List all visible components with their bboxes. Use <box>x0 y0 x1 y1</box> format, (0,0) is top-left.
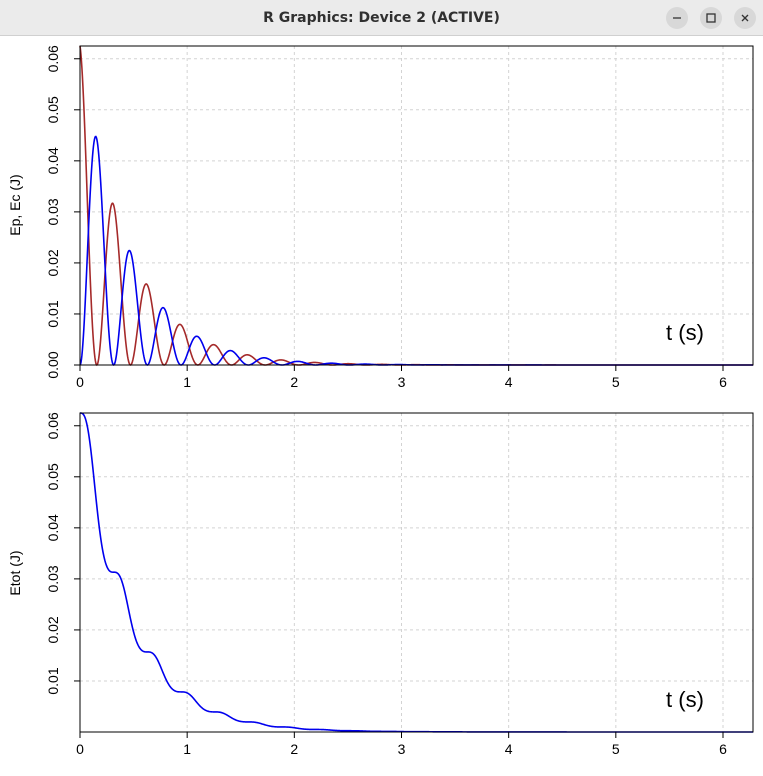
y-tick-label-p2: 0.04 <box>45 514 61 541</box>
y-tick-label-p1: 0.01 <box>45 300 61 327</box>
ylabel-energy: Ep, Ec (J) <box>7 174 23 235</box>
x-tick-label-p1: 5 <box>612 374 620 390</box>
annotation-time-1: t (s) <box>666 320 704 345</box>
x-tick-label-p1: 4 <box>505 374 513 390</box>
x-tick-label-p2: 3 <box>398 741 406 757</box>
y-tick-label-p1: 0.06 <box>45 45 61 72</box>
y-tick-label-p2: 0.03 <box>45 565 61 592</box>
y-tick-label-p1: 0.04 <box>45 147 61 174</box>
series-line-etot <box>80 412 753 733</box>
x-tick-label-p2: 6 <box>719 741 727 757</box>
series-line-0 <box>79 45 753 367</box>
x-tick-label-p2: 0 <box>76 741 84 757</box>
x-tick-label-p2: 5 <box>612 741 620 757</box>
x-tick-label-p1: 3 <box>398 374 406 390</box>
close-icon <box>741 14 749 22</box>
ylabel-etot: Etot (J) <box>7 550 23 595</box>
series-line-1 <box>79 135 753 366</box>
plot-area: Ep, Ec (J) t (s) Etot (J) t (s) 0 1 2 3 4 5 6 0… <box>0 37 763 771</box>
x-tick-label-p1: 2 <box>290 374 298 390</box>
plots-canvas: Ep, Ec (J) t (s) Etot (J) t (s) 0 1 2 3 4 5 6 0… <box>7 45 754 757</box>
y-tick-label-p2: 0.05 <box>45 463 61 490</box>
window-titlebar: R Graphics: Device 2 (ACTIVE) <box>0 0 763 36</box>
y-tick-label-p2: 0.01 <box>45 667 61 694</box>
close-button[interactable] <box>734 7 756 29</box>
y-tick-label-p1: 0.00 <box>45 351 61 378</box>
y-tick-label-p2: 0.06 <box>45 412 61 439</box>
plot-frame-p1 <box>79 45 754 366</box>
y-tick-label-p1: 0.03 <box>45 198 61 225</box>
maximize-button[interactable] <box>700 7 722 29</box>
y-tick-label-p2: 0.02 <box>45 616 61 643</box>
window-title: R Graphics: Device 2 (ACTIVE) <box>263 10 500 26</box>
maximize-icon <box>706 13 716 23</box>
x-tick-label-p2: 2 <box>290 741 298 757</box>
minimize-button[interactable] <box>666 7 688 29</box>
x-tick-label-p1: 0 <box>76 374 84 390</box>
y-tick-label-p1: 0.05 <box>45 96 61 123</box>
x-tick-label-p1: 6 <box>719 374 727 390</box>
plot-frame-p2 <box>79 412 754 733</box>
y-tick-label-p1: 0.02 <box>45 249 61 276</box>
x-tick-label-p2: 1 <box>183 741 191 757</box>
x-tick-label-p1: 1 <box>183 374 191 390</box>
x-tick-label-p2: 4 <box>505 741 513 757</box>
minimize-icon <box>673 17 681 19</box>
annotation-time-2: t (s) <box>666 687 704 712</box>
